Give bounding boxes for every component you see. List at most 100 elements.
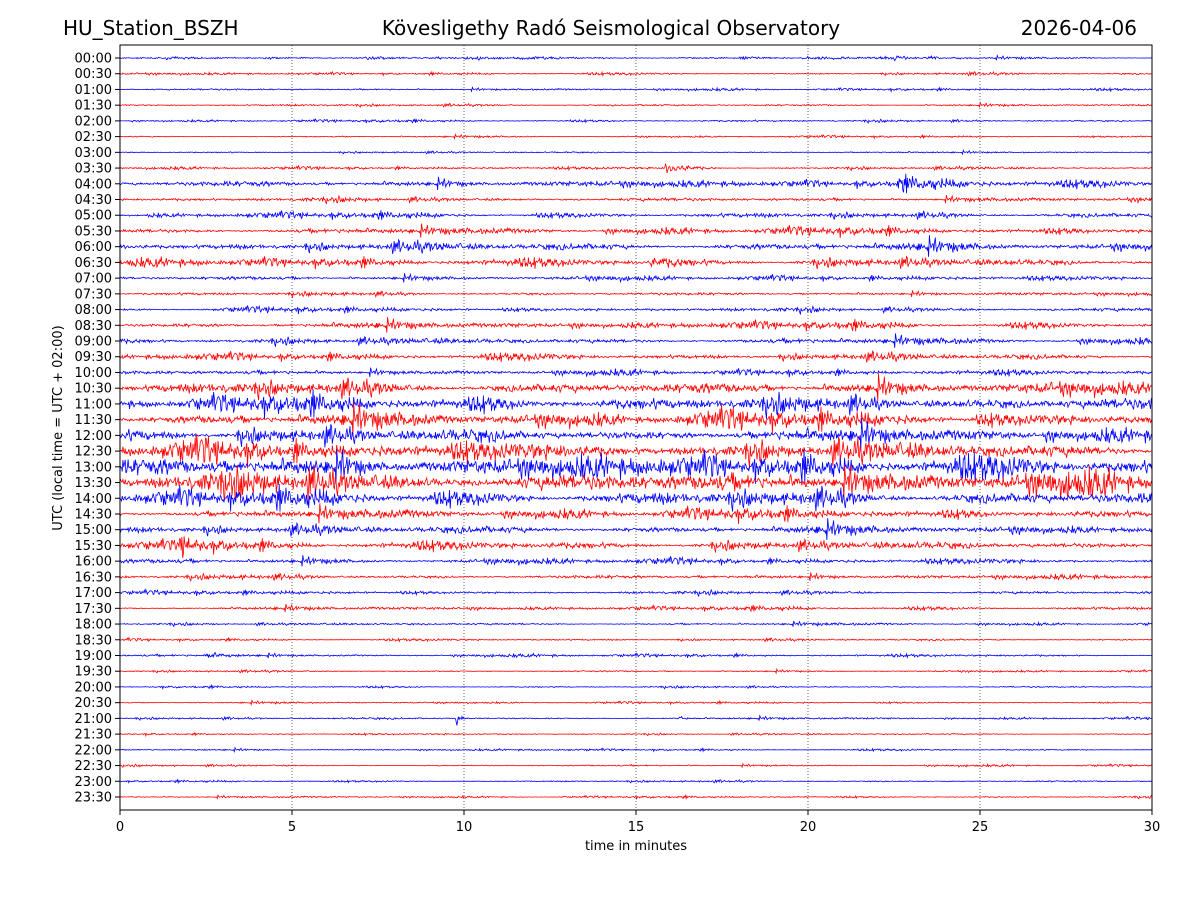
y-tick-label: 18:30 (75, 633, 112, 648)
trace-1700 (119, 588, 1153, 598)
trace-1930 (120, 667, 1153, 675)
y-tick-label: 02:30 (75, 130, 112, 145)
y-tick-label: 10:00 (75, 366, 112, 381)
trace-0830 (119, 316, 1153, 333)
y-tick-label: 06:00 (75, 240, 112, 255)
trace-0430 (119, 194, 1153, 205)
y-tick-label: 14:00 (75, 492, 112, 507)
y-tick-label: 17:00 (75, 586, 112, 601)
station-label: HU_Station_BSZH (63, 16, 239, 40)
trace-1630 (119, 572, 1153, 583)
y-tick-label: 16:00 (75, 555, 112, 570)
y-tick-label: 22:00 (75, 743, 112, 758)
x-tick-label: 0 (116, 820, 124, 835)
trace-1000 (119, 367, 1153, 378)
y-tick-label: 13:30 (75, 476, 112, 491)
y-tick-label: 07:00 (75, 272, 112, 287)
trace-0500 (119, 210, 1153, 220)
trace-1330 (119, 465, 1153, 502)
x-tick-labels: 0 5 10 15 20 25 30 (116, 810, 1160, 835)
y-tick-label: 11:30 (75, 413, 112, 428)
trace-1430 (119, 503, 1153, 525)
x-tick-label: 30 (1144, 820, 1161, 835)
chart-title: Kövesligethy Radó Seismological Observat… (382, 16, 840, 40)
y-tick-label: 21:00 (75, 712, 112, 727)
y-tick-label: 03:30 (75, 162, 112, 177)
y-tick-label: 22:30 (75, 759, 112, 774)
y-tick-label: 00:00 (75, 52, 112, 67)
trace-0200 (120, 118, 1153, 124)
y-tick-label: 17:30 (75, 602, 112, 617)
trace-1530 (119, 536, 1153, 558)
trace-0030 (120, 70, 1153, 77)
y-tick-labels: 00:0000:3001:0001:3002:0002:3003:0003:30… (75, 52, 120, 806)
trace-0630 (119, 255, 1153, 270)
y-tick-label: 11:00 (75, 397, 112, 412)
trace-1900 (119, 651, 1153, 659)
y-tick-label: 15:30 (75, 539, 112, 554)
trace-1200 (119, 418, 1153, 452)
y-tick-label: 20:30 (75, 696, 112, 711)
trace-2330 (119, 794, 1153, 800)
y-tick-label: 03:00 (75, 146, 112, 161)
trace-0230 (119, 133, 1153, 141)
y-tick-label: 01:30 (75, 99, 112, 114)
x-tick-label: 20 (800, 820, 817, 835)
y-tick-label: 21:30 (75, 728, 112, 743)
trace-1730 (119, 603, 1153, 613)
trace-2300 (119, 778, 1153, 785)
trace-2100 (119, 714, 1153, 726)
trace-2030 (119, 699, 1153, 707)
y-tick-label: 00:30 (75, 67, 112, 82)
trace-1600 (119, 555, 1153, 567)
x-tick-label: 10 (456, 820, 473, 835)
y-tick-label: 09:30 (75, 350, 112, 365)
x-tick-label: 25 (972, 820, 989, 835)
y-tick-label: 13:00 (75, 460, 112, 475)
y-tick-label: 09:00 (75, 335, 112, 350)
y-tick-label: 23:30 (75, 791, 112, 806)
y-tick-label: 02:00 (75, 114, 112, 129)
trace-1830 (119, 636, 1153, 644)
y-axis-label: UTC (local time = UTC + 02:00) (51, 325, 66, 530)
trace-0400 (119, 173, 1152, 194)
y-tick-label: 20:00 (75, 680, 112, 695)
x-tick-label: 5 (288, 820, 296, 835)
trace-0700 (119, 272, 1152, 284)
y-tick-label: 10:30 (75, 382, 112, 397)
y-tick-label: 04:30 (75, 193, 112, 208)
trace-0130 (119, 101, 1153, 108)
trace-0330 (119, 162, 1153, 174)
y-tick-label: 19:30 (75, 665, 112, 680)
y-tick-label: 16:30 (75, 570, 112, 585)
y-tick-label: 18:00 (75, 618, 112, 633)
trace-2000 (119, 683, 1152, 691)
trace-1800 (119, 620, 1153, 628)
trace-0530 (119, 223, 1153, 238)
y-tick-label: 07:30 (75, 287, 112, 302)
y-tick-label: 14:30 (75, 507, 112, 522)
trace-2230 (119, 762, 1153, 769)
y-tick-label: 08:00 (75, 303, 112, 318)
y-tick-label: 06:30 (75, 256, 112, 271)
trace-0900 (119, 333, 1153, 348)
trace-2200 (119, 746, 1153, 753)
trace-1130 (119, 402, 1153, 437)
trace-0930 (119, 350, 1153, 363)
y-tick-label: 12:30 (75, 445, 112, 460)
trace-2130 (119, 731, 1153, 738)
trace-1500 (119, 518, 1153, 541)
trace-group (119, 54, 1153, 800)
y-tick-label: 08:30 (75, 319, 112, 334)
trace-0800 (119, 304, 1153, 316)
trace-0730 (119, 290, 1153, 299)
y-tick-label: 01:00 (75, 83, 112, 98)
trace-1100 (119, 389, 1153, 420)
trace-0300 (119, 149, 1153, 156)
grid-lines (291, 45, 981, 810)
date-label: 2026-04-06 (1021, 16, 1137, 40)
y-tick-label: 12:00 (75, 429, 112, 444)
trace-1400 (119, 483, 1153, 512)
trace-0100 (119, 86, 1153, 93)
